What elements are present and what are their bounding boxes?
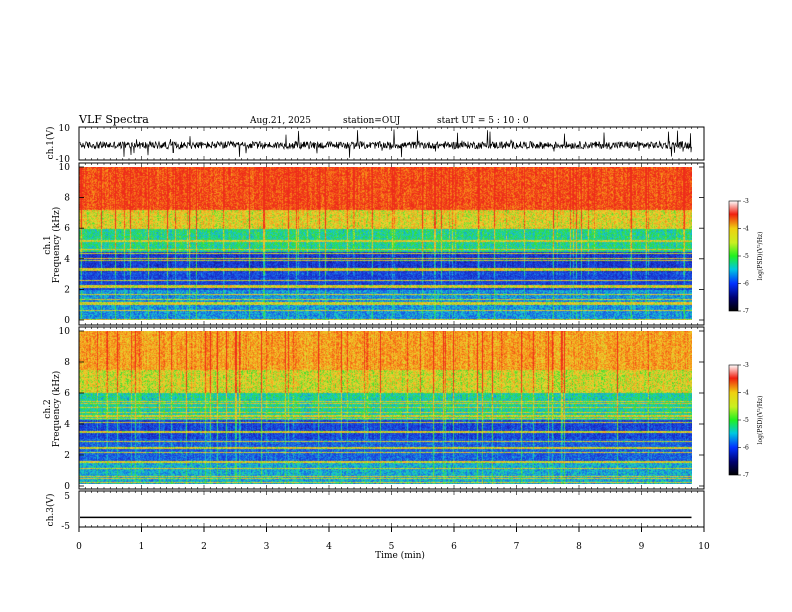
ytick-label: 4 <box>64 255 70 265</box>
xtick-label: 0 <box>76 542 82 552</box>
colorbar-tick-label: -6 <box>743 445 749 452</box>
ytick-label: 4 <box>64 420 70 430</box>
xtick-label: 2 <box>201 542 207 552</box>
ch2-colorbar-label: log(PSD)(V²/Hz) <box>757 396 764 445</box>
ytick-label: 6 <box>64 389 70 399</box>
colorbar-tick-label: -5 <box>743 417 749 424</box>
xtick-label: 5 <box>389 542 395 552</box>
ch1-spectrogram-ylabel-channel: ch.1 <box>43 235 53 254</box>
station-label: station=OUJ <box>343 116 401 126</box>
ch2-spectrogram-image <box>79 331 692 484</box>
start-time-label: start UT = 5 : 10 : 0 <box>437 116 529 126</box>
ch2-spectrogram-ylabel-frequency: Frequency (kHz) <box>51 371 62 448</box>
xtick-label: 8 <box>576 542 582 552</box>
time-axis-label: Time (min) <box>375 550 425 561</box>
time-axis: 0 1 2 3 4 5 6 7 8 9 10 <box>76 127 710 552</box>
ch3-ytick-top: 5 <box>64 492 70 502</box>
ytick-label: 10 <box>59 163 71 173</box>
colorbar-tick-label: -4 <box>743 390 749 397</box>
ytick-label: 2 <box>64 451 70 461</box>
colorbar-tick-label: -4 <box>743 226 749 233</box>
date-label: Aug.21, 2025 <box>249 116 311 126</box>
ytick-label: 0 <box>64 316 70 326</box>
ch1-waveform-line <box>79 129 692 158</box>
ch1-waveform-panel: 10 -10 ch.1(V) <box>45 124 705 165</box>
ytick-label: 8 <box>64 194 70 204</box>
ch1-ytick-bottom: -10 <box>56 155 71 165</box>
colorbar-tick-label: -6 <box>743 281 749 288</box>
ytick-label: 8 <box>64 358 70 368</box>
ch2-spectrogram-ylabel-channel: ch.2 <box>43 399 53 418</box>
ch1-spectrogram-image <box>79 167 692 320</box>
colorbar-tick-label: -7 <box>743 308 749 315</box>
colorbar-tick-label: -7 <box>743 472 749 479</box>
colorbar-tick-label: -5 <box>743 253 749 260</box>
ch1-spectrogram-ylabel-frequency: Frequency (kHz) <box>51 207 62 284</box>
ch2-colorbar <box>728 364 739 476</box>
xtick-label: 9 <box>639 542 645 552</box>
ch1-waveform-trace <box>79 129 692 158</box>
ch1-colorbar-label: log(PSD)(V²/Hz) <box>757 232 764 281</box>
ch1-colorbar <box>728 200 739 312</box>
ytick-label: 10 <box>59 327 71 337</box>
xtick-label: 6 <box>451 542 457 552</box>
ch3-waveform-panel: 5 -5 ch.3(V) <box>45 490 705 532</box>
xtick-label: 3 <box>264 542 270 552</box>
colorbar-tick-label: -3 <box>743 362 749 369</box>
xtick-label: 10 <box>698 542 710 552</box>
ch3-waveform-ylabel: ch.3(V) <box>45 494 56 527</box>
xtick-label: 7 <box>514 542 520 552</box>
ytick-label: 0 <box>64 482 70 492</box>
ch3-waveform-frame <box>78 490 705 528</box>
colorbar-tick-label: -3 <box>743 198 749 205</box>
figure-title: VLF Spectra <box>78 113 149 126</box>
ch3-ytick-bottom: -5 <box>61 522 70 532</box>
ch1-waveform-ylabel: ch.1(V) <box>45 127 56 160</box>
ytick-label: 2 <box>64 285 70 295</box>
xtick-label: 1 <box>139 542 145 552</box>
xtick-label: 4 <box>326 542 332 552</box>
ch1-ytick-top: 10 <box>59 124 71 134</box>
ytick-label: 6 <box>64 224 70 234</box>
